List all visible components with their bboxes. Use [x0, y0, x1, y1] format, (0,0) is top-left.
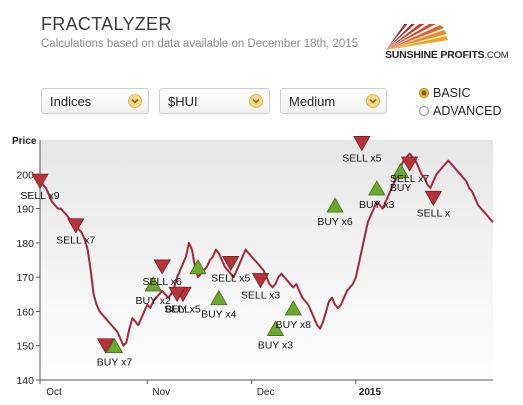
- sell-signal-marker: [31, 173, 49, 189]
- sunshine-profits-logo-icon: [386, 24, 448, 50]
- sell-signal-marker: [353, 136, 371, 152]
- y-tick-label: 190: [16, 204, 34, 216]
- signal-label: BUY x6: [317, 216, 353, 228]
- y-tick-label: 160: [16, 306, 34, 318]
- sell-signal-marker: [251, 273, 270, 289]
- market-select[interactable]: Indices: [41, 88, 149, 114]
- chevron-down-icon: [249, 94, 263, 108]
- y-tick-label: 170: [16, 272, 34, 284]
- mode-option-advanced[interactable]: ADVANCED: [419, 104, 502, 118]
- signal-label: SELL x9: [20, 190, 59, 202]
- signal-label: BUY x3: [359, 199, 395, 211]
- buy-signal-marker: [391, 163, 410, 179]
- signal-label: BUY x2: [136, 295, 172, 307]
- radio-unselected-icon: [419, 106, 429, 116]
- market-select-value: Indices: [50, 94, 92, 109]
- y-axis-label: Price: [12, 136, 37, 147]
- signal-label: SELL x6: [143, 276, 182, 288]
- sell-signal-marker: [424, 190, 443, 207]
- y-tick-label: 140: [16, 375, 34, 387]
- signal-label: SELL x5: [342, 152, 381, 164]
- sell-signal-marker: [67, 218, 85, 234]
- buy-signal-marker: [326, 197, 344, 213]
- y-tick-label: 150: [16, 341, 34, 353]
- horizon-select-value: Medium: [289, 94, 336, 109]
- x-tick-label: 2015: [359, 387, 382, 398]
- buy-signal-marker: [368, 180, 386, 196]
- signal-label: SELL: [164, 303, 190, 315]
- signal-label: SELL x7: [56, 235, 95, 247]
- signal-label: SELL x7: [390, 173, 429, 185]
- ticker-select-value: $HUI: [168, 94, 198, 109]
- sell-signal-marker: [222, 256, 240, 272]
- buy-signal-marker: [266, 320, 285, 336]
- ticker-select[interactable]: $HUI: [159, 88, 270, 114]
- fractal-price-chart: Price 140 150 160 170 180 190 200 Oct Nov Dec 2015 S…: [12, 136, 494, 398]
- buy-signal-marker: [105, 337, 124, 354]
- sell-signal-marker: [168, 286, 186, 303]
- signal-label: SELL x3: [241, 290, 280, 302]
- sell-signal-marker: [400, 156, 419, 172]
- signal-label: BUY x3: [258, 340, 294, 352]
- data-date-subtitle: Calculations based on data available on …: [41, 38, 359, 50]
- mode-option-label: BASIC: [433, 86, 471, 100]
- buy-signal-marker: [189, 259, 207, 275]
- sell-signal-marker: [153, 259, 171, 275]
- signal-label: BUY x8: [276, 319, 312, 331]
- buy-signal-marker: [284, 300, 303, 316]
- signal-label: BUY x7: [97, 357, 133, 369]
- mode-option-basic[interactable]: BASIC: [419, 86, 471, 100]
- y-tick-label: 200: [16, 169, 34, 181]
- logo-wordmark: SUNSHINE PROFITS.COM: [385, 49, 509, 61]
- horizon-select[interactable]: Medium: [280, 88, 387, 114]
- signal-label: SELL x: [417, 207, 451, 219]
- chevron-down-icon: [128, 94, 142, 108]
- sell-signal-marker: [96, 338, 115, 354]
- signal-label: BUY: [390, 182, 412, 194]
- logo-suffix-text: .COM: [484, 50, 509, 61]
- signal-label: SELL x5: [211, 272, 250, 284]
- buy-signal-marker: [210, 289, 228, 306]
- chevron-down-icon: [366, 94, 380, 108]
- radio-selected-icon: [419, 88, 429, 98]
- x-tick-label: Dec: [257, 387, 275, 398]
- signal-label: BUY x4: [201, 309, 237, 321]
- logo-main-text: SUNSHINE PROFITS: [385, 49, 485, 61]
- app-title: FRACTALYZER: [41, 14, 172, 34]
- x-tick-label: Oct: [46, 387, 62, 398]
- y-tick-label: 180: [16, 238, 34, 250]
- buy-signal-marker: [144, 276, 162, 292]
- signal-label: BUY x5: [165, 303, 201, 315]
- mode-option-label: ADVANCED: [433, 104, 502, 118]
- x-tick-label: Nov: [152, 387, 170, 398]
